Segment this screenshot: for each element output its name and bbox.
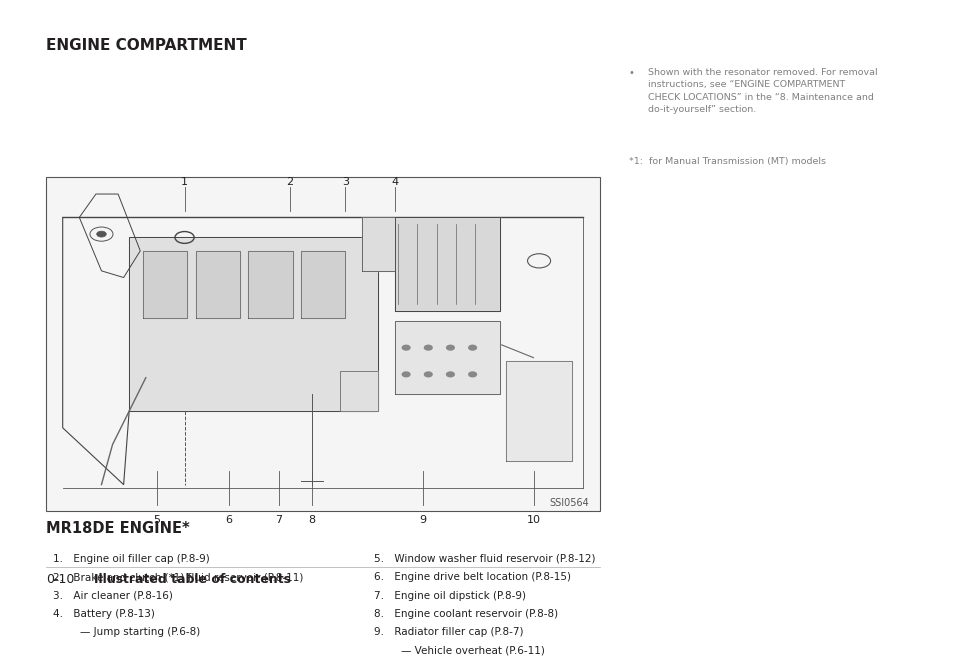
- Polygon shape: [196, 251, 240, 317]
- Circle shape: [446, 372, 454, 376]
- Text: 1. Engine oil filler cap (P.8-9): 1. Engine oil filler cap (P.8-9): [53, 554, 209, 564]
- Polygon shape: [249, 251, 293, 317]
- Text: 8: 8: [308, 515, 316, 525]
- Text: Illustrated table of contents: Illustrated table of contents: [94, 574, 291, 586]
- Text: — Jump starting (P.6-8): — Jump starting (P.6-8): [80, 627, 200, 637]
- Circle shape: [446, 345, 454, 350]
- Polygon shape: [130, 238, 378, 411]
- Polygon shape: [506, 361, 572, 461]
- Text: 5: 5: [154, 515, 160, 525]
- Circle shape: [424, 372, 432, 376]
- Polygon shape: [396, 321, 500, 394]
- Text: 3: 3: [342, 177, 348, 187]
- Text: •: •: [629, 68, 635, 78]
- Text: ENGINE COMPARTMENT: ENGINE COMPARTMENT: [46, 39, 247, 53]
- Circle shape: [402, 372, 410, 376]
- Circle shape: [97, 231, 107, 237]
- Polygon shape: [396, 217, 500, 311]
- Text: 4. Battery (P.8-13): 4. Battery (P.8-13): [53, 609, 155, 619]
- Text: 6: 6: [226, 515, 232, 525]
- Text: 8. Engine coolant reservoir (P.8-8): 8. Engine coolant reservoir (P.8-8): [374, 609, 559, 619]
- Text: 9: 9: [420, 515, 426, 525]
- Text: Shown with the resonator removed. For removal
instructions, see “ENGINE COMPARTM: Shown with the resonator removed. For re…: [648, 68, 877, 114]
- Text: 0-10: 0-10: [46, 574, 75, 586]
- Text: — Vehicle overheat (P.6-11): — Vehicle overheat (P.6-11): [401, 645, 545, 655]
- Text: 7. Engine oil dipstick (P.8-9): 7. Engine oil dipstick (P.8-9): [374, 590, 526, 600]
- Text: MR18DE ENGINE*: MR18DE ENGINE*: [46, 521, 190, 537]
- Text: *1:  for Manual Transmission (MT) models: *1: for Manual Transmission (MT) models: [629, 157, 826, 165]
- Circle shape: [468, 372, 476, 376]
- Text: 4: 4: [392, 177, 398, 187]
- Text: SSI0564: SSI0564: [549, 498, 588, 508]
- Circle shape: [424, 345, 432, 350]
- Text: 2. Brake and clutch (*1) fluid reservoir (P.8-11): 2. Brake and clutch (*1) fluid reservoir…: [53, 572, 303, 582]
- Text: 9. Radiator filler cap (P.8-7): 9. Radiator filler cap (P.8-7): [374, 627, 524, 637]
- Text: 5. Window washer fluid reservoir (P.8-12): 5. Window washer fluid reservoir (P.8-12…: [374, 554, 596, 564]
- Text: 3. Air cleaner (P.8-16): 3. Air cleaner (P.8-16): [53, 590, 173, 600]
- Bar: [46, 177, 600, 511]
- Polygon shape: [300, 251, 346, 317]
- Polygon shape: [340, 371, 378, 411]
- Text: 1: 1: [181, 177, 188, 187]
- Text: 2: 2: [286, 177, 294, 187]
- Text: 6. Engine drive belt location (P.8-15): 6. Engine drive belt location (P.8-15): [374, 572, 571, 582]
- Circle shape: [402, 345, 410, 350]
- Polygon shape: [362, 217, 396, 271]
- Text: 10: 10: [526, 515, 540, 525]
- Polygon shape: [143, 251, 187, 317]
- Circle shape: [468, 345, 476, 350]
- Text: 7: 7: [276, 515, 282, 525]
